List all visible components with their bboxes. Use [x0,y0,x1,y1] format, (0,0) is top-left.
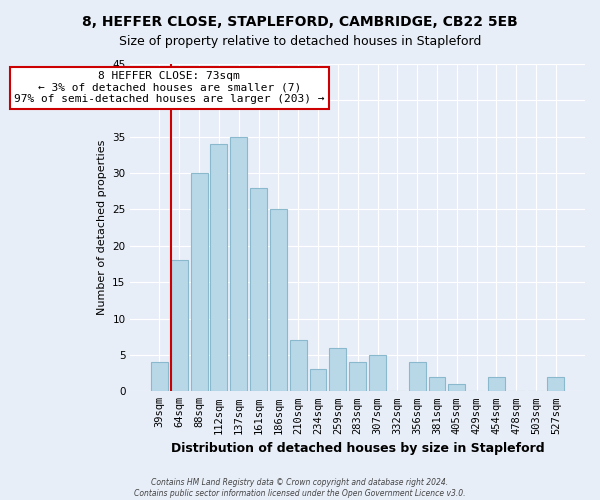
Text: 8, HEFFER CLOSE, STAPLEFORD, CAMBRIDGE, CB22 5EB: 8, HEFFER CLOSE, STAPLEFORD, CAMBRIDGE, … [82,15,518,29]
Bar [349,362,366,392]
Y-axis label: Number of detached properties: Number of detached properties [97,140,107,316]
Bar [448,384,465,392]
Bar [369,355,386,392]
Text: Size of property relative to detached houses in Stapleford: Size of property relative to detached ho… [119,35,481,48]
Bar [329,348,346,392]
Bar [211,144,227,392]
Bar [230,136,247,392]
Bar [488,377,505,392]
Bar [151,362,168,392]
Text: 8 HEFFER CLOSE: 73sqm
← 3% of detached houses are smaller (7)
97% of semi-detach: 8 HEFFER CLOSE: 73sqm ← 3% of detached h… [14,72,325,104]
Bar [409,362,425,392]
Bar [250,188,267,392]
Bar [310,370,326,392]
Bar [171,260,188,392]
Bar [290,340,307,392]
Bar [270,210,287,392]
Text: Contains HM Land Registry data © Crown copyright and database right 2024.
Contai: Contains HM Land Registry data © Crown c… [134,478,466,498]
Bar [191,173,208,392]
Bar [547,377,565,392]
Bar [428,377,445,392]
X-axis label: Distribution of detached houses by size in Stapleford: Distribution of detached houses by size … [171,442,544,455]
